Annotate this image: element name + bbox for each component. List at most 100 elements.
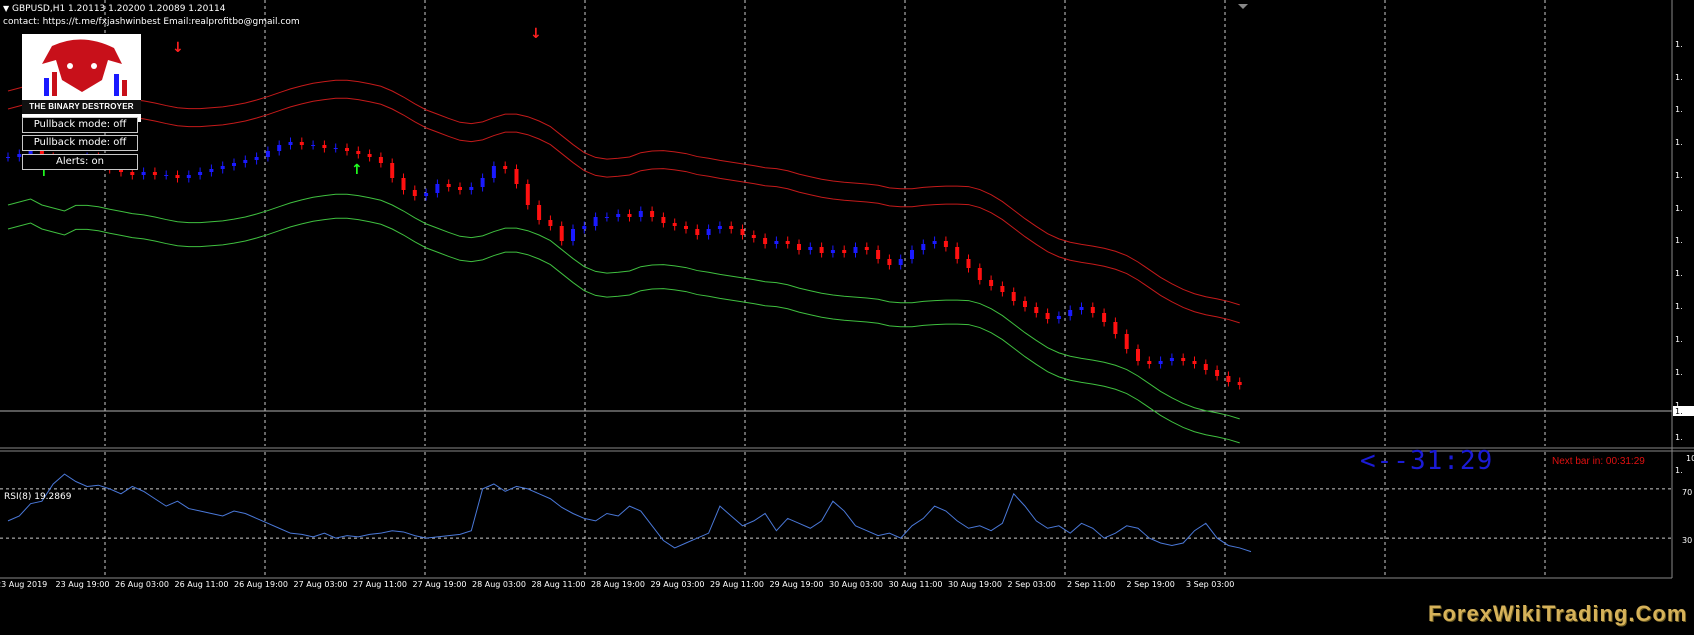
candle-body — [943, 241, 948, 247]
time-axis-label: 28 Aug 19:00 — [591, 580, 645, 589]
candle-body — [1056, 316, 1061, 319]
candle-body — [265, 151, 270, 157]
candle-body — [808, 247, 813, 250]
price-scale-label: 1. — [1675, 73, 1683, 82]
candle-body — [288, 142, 293, 145]
candle-body — [1215, 370, 1220, 376]
binary-destroyer-logo: THE BINARY DESTROYER — [22, 34, 141, 122]
time-axis-label: 26 Aug 11:00 — [175, 580, 229, 589]
candle-body — [333, 148, 338, 149]
candle-body — [616, 214, 621, 217]
rsi-scale-top: 10 — [1686, 454, 1694, 463]
candle-body — [774, 241, 779, 244]
time-axis-label: 27 Aug 03:00 — [294, 580, 348, 589]
candle-body — [175, 175, 180, 178]
time-axis-label: 26 Aug 19:00 — [234, 580, 288, 589]
candle-body — [1045, 313, 1050, 319]
candle-body — [1090, 307, 1095, 313]
price-scale-label: 1. — [1675, 401, 1683, 410]
contact-line: contact: https://t.me/fxjashwinbest Emai… — [3, 17, 300, 27]
candle-body — [356, 151, 361, 154]
candle-body — [932, 241, 937, 244]
collapse-triangle-icon[interactable]: ▼ — [3, 4, 10, 13]
candle-body — [1113, 322, 1118, 334]
candle-body — [1000, 286, 1005, 292]
candle-body — [152, 172, 157, 175]
candle-body — [582, 226, 587, 229]
candle-body — [412, 190, 417, 196]
rsi-level-30: 30 — [1682, 536, 1693, 545]
price-scale-label: 1. — [1675, 138, 1683, 147]
price-scale-label: 1. — [1675, 204, 1683, 213]
candle-body — [1068, 310, 1073, 316]
candle-body — [130, 172, 135, 175]
time-axis-label: 28 Aug 03:00 — [472, 580, 526, 589]
candle-body — [424, 193, 429, 196]
candle-body — [740, 229, 745, 235]
alerts-button[interactable]: Alerts: on — [22, 154, 138, 170]
candle-body — [503, 166, 508, 169]
rsi-line — [7, 473, 1252, 553]
candle-body — [1203, 364, 1208, 370]
candle-body — [299, 142, 304, 145]
price-scale-label: 1. — [1675, 302, 1683, 311]
candle-body — [627, 214, 632, 217]
candle-body — [898, 259, 903, 265]
candle-body — [164, 175, 169, 176]
candle-body — [469, 187, 474, 190]
candle-body — [446, 184, 451, 187]
upper-band-outer — [7, 79, 1240, 306]
time-axis-label: 29 Aug 03:00 — [651, 580, 705, 589]
candle-body — [876, 250, 881, 259]
candle-body — [209, 169, 214, 172]
candle-body — [254, 157, 259, 160]
candle-body — [751, 235, 756, 238]
candle-body — [1226, 376, 1231, 382]
time-axis-label: 23 Aug 19:00 — [56, 580, 110, 589]
candle-body — [537, 205, 542, 220]
time-axis-label: 23 Aug 2019 — [0, 580, 47, 589]
candle-body — [1181, 358, 1186, 361]
rsi-label: RSI(8) 19.2869 — [4, 492, 72, 502]
time-axis-label: 28 Aug 11:00 — [532, 580, 586, 589]
pullback-mode-button-2[interactable]: Pullback mode: off — [22, 135, 138, 151]
candle-body — [1079, 307, 1084, 310]
candle-body — [548, 220, 553, 226]
candle-body — [1124, 334, 1129, 349]
candle-body — [28, 151, 33, 154]
candle-body — [6, 157, 10, 158]
next-bar-label: Next bar in: 00:31:29 — [1552, 456, 1645, 467]
candle-body — [887, 259, 892, 265]
candle-body — [435, 184, 440, 193]
price-scale-label: 1. — [1675, 335, 1683, 344]
candle-body — [672, 223, 677, 226]
candle-body — [311, 145, 316, 146]
upper-band-inner — [7, 97, 1240, 324]
time-axis-label: 27 Aug 11:00 — [353, 580, 407, 589]
price-scale-label: 1. — [1675, 368, 1683, 377]
time-axis-label: 2 Sep 03:00 — [1008, 580, 1056, 589]
time-axis-label: 30 Aug 19:00 — [948, 580, 1002, 589]
candle-body — [966, 259, 971, 268]
rsi-level-70: 70 — [1682, 488, 1693, 497]
current-price-label: 1. — [1675, 407, 1683, 416]
candle-body — [559, 226, 564, 241]
candle-body — [955, 247, 960, 259]
sell-arrow-icon: ↓ — [530, 26, 542, 42]
candle-body — [842, 250, 847, 253]
candle-body — [1034, 307, 1039, 313]
price-scale-label: 1. — [1675, 105, 1683, 114]
candle-body — [322, 145, 327, 148]
candle-body — [706, 229, 711, 235]
candle-body — [661, 217, 666, 223]
candle-body — [345, 148, 349, 151]
pullback-mode-button[interactable]: Pullback mode: off — [22, 117, 138, 133]
buy-arrow-icon: ↑ — [38, 164, 50, 180]
candle-body — [277, 145, 282, 151]
time-axis-label: 2 Sep 19:00 — [1127, 580, 1175, 589]
candle-body — [480, 178, 485, 187]
candle-body — [910, 250, 914, 259]
time-axis-label: 3 Sep 03:00 — [1186, 580, 1234, 589]
